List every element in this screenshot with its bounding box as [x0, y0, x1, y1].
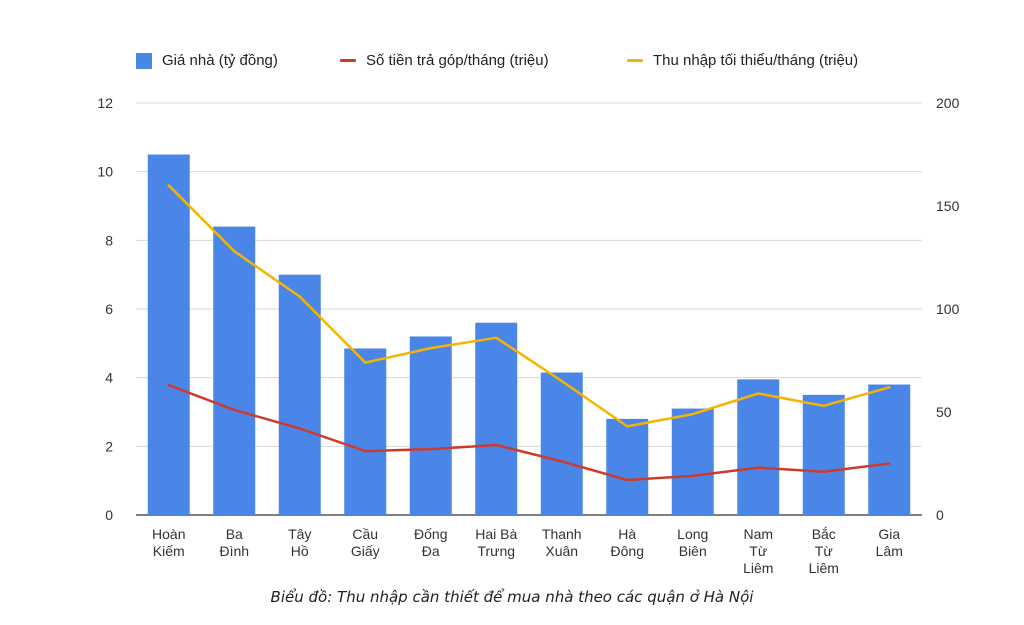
bar — [737, 379, 780, 515]
x-tick-label: Hai Bà — [475, 526, 517, 542]
y-right-tick-label: 200 — [936, 95, 960, 111]
bar — [475, 322, 518, 515]
x-tick-label: Liêm — [743, 560, 773, 576]
x-tick-label: Hồ — [291, 543, 309, 559]
x-tick-label: Hoàn — [152, 526, 185, 542]
x-tick-label: Cầu — [352, 526, 378, 542]
bar — [278, 274, 321, 515]
legend-swatch-installment — [340, 59, 356, 62]
x-tick-label: Từ — [815, 543, 833, 559]
x-tick-label: Xuân — [545, 543, 578, 559]
bar — [147, 154, 190, 515]
x-tick-label: Biên — [679, 543, 707, 559]
legend-swatch-house-price — [136, 52, 152, 69]
x-tick-label: Đa — [422, 543, 440, 559]
legend-item-min-income: Thu nhập tối thiểu/tháng (triệu) — [627, 52, 858, 69]
x-tick-label: Thanh — [542, 526, 582, 542]
y-right-tick-label: 50 — [936, 404, 952, 420]
legend-item-house-price: Giá nhà (tỷ đồng) — [136, 52, 278, 69]
x-tick-label: Đống — [414, 526, 447, 542]
legend-label-installment: Số tiền trả góp/tháng (triệu) — [366, 52, 549, 69]
bar — [671, 408, 714, 515]
x-tick-label: Đông — [611, 543, 644, 559]
series-line-min-income — [167, 184, 891, 428]
legend-swatch-min-income — [627, 59, 643, 62]
x-tick-label: Gia — [878, 526, 900, 542]
x-tick-label: Hà — [618, 526, 636, 542]
y-left-tick-label: 8 — [105, 232, 113, 248]
x-tick-label: Ba — [226, 526, 243, 542]
legend-label-house-price: Giá nhà (tỷ đồng) — [162, 52, 278, 69]
legend: Giá nhà (tỷ đồng) Số tiền trả góp/tháng … — [0, 52, 1024, 76]
bar — [540, 372, 583, 515]
y-left-tick-label: 12 — [97, 95, 113, 111]
y-left-tick-label: 10 — [97, 164, 113, 180]
x-tick-label: Bắc — [812, 526, 836, 542]
y-right-tick-label: 0 — [936, 507, 944, 523]
x-tick-label: Nam — [743, 526, 773, 542]
x-tick-label: Giấy — [351, 543, 380, 559]
legend-label-min-income: Thu nhập tối thiểu/tháng (triệu) — [653, 52, 859, 69]
x-tick-label: Trưng — [477, 543, 515, 559]
y-right-tick-label: 100 — [936, 301, 960, 317]
y-right-tick-label: 150 — [936, 198, 960, 214]
bar — [802, 394, 845, 515]
y-left-tick-label: 4 — [105, 370, 113, 386]
bar — [868, 384, 911, 515]
bar — [213, 226, 256, 515]
series-line-installment — [167, 383, 891, 482]
bar — [606, 418, 649, 515]
bar — [344, 348, 387, 515]
x-tick-label: Kiếm — [153, 543, 185, 559]
x-tick-label: Từ — [749, 543, 767, 559]
x-tick-label: Tây — [288, 526, 311, 542]
y-left-tick-label: 2 — [105, 438, 113, 454]
x-tick-label: Liêm — [809, 560, 839, 576]
y-left-tick-label: 0 — [105, 507, 113, 523]
x-tick-label: Đình — [219, 543, 249, 559]
x-tick-label: Lâm — [876, 543, 903, 559]
y-left-tick-label: 6 — [105, 301, 113, 317]
chart-caption: Biểu đồ: Thu nhập cần thiết để mua nhà t… — [270, 588, 754, 606]
x-tick-label: Long — [677, 526, 708, 542]
bar — [409, 336, 452, 515]
legend-item-installment: Số tiền trả góp/tháng (triệu) — [340, 52, 549, 69]
